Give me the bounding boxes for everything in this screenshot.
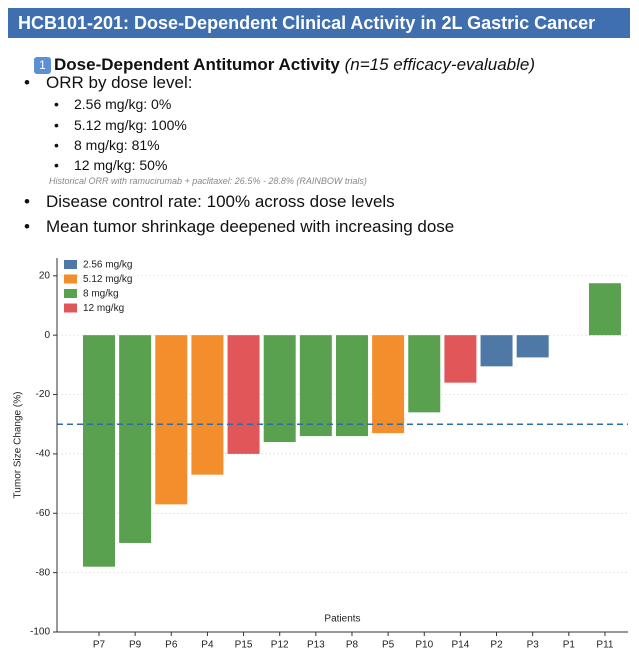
sub-bullet: 12 mg/kg: 50%	[54, 157, 167, 173]
bar	[480, 335, 513, 367]
bullet-text: Mean tumor shrinkage deepened with incre…	[46, 217, 455, 236]
sub-bullet: 5.12 mg/kg: 100%	[54, 117, 187, 133]
y-tick-label: 20	[39, 270, 51, 281]
bar	[227, 335, 260, 454]
bullet: ORR by dose level:	[24, 73, 192, 93]
y-tick-label: 0	[44, 330, 50, 341]
bar	[516, 335, 549, 358]
legend-label: 8 mg/kg	[83, 289, 119, 300]
bullet: Mean tumor shrinkage deepened with incre…	[24, 217, 454, 237]
bar	[588, 283, 621, 336]
legend-swatch	[64, 303, 77, 313]
bar	[191, 335, 224, 475]
sub-bullet-text: 5.12 mg/kg: 100%	[74, 117, 187, 133]
bar	[372, 335, 405, 434]
legend-label: 12 mg/kg	[83, 303, 124, 314]
x-axis-label: Patients	[324, 614, 360, 625]
x-tick-label: P2	[490, 640, 503, 651]
bar	[83, 335, 115, 567]
bar	[408, 335, 441, 413]
x-tick-label: P13	[307, 640, 325, 651]
bar	[155, 335, 188, 505]
legend-label: 5.12 mg/kg	[83, 274, 132, 285]
y-tick-label: -60	[36, 508, 51, 519]
sub-bullet-text: 8 mg/kg: 81%	[74, 137, 160, 153]
bar	[263, 335, 296, 443]
x-tick-label: P7	[93, 640, 106, 651]
chart: -100 -80 -60 -40 -20 0 20 P7 P9 P6 P4 P15 P12 P13 P8 P5…	[13, 258, 628, 651]
bullet-text: Disease control rate: 100% across dose l…	[46, 192, 395, 211]
x-tick-label: P5	[382, 640, 395, 651]
bar	[119, 335, 152, 543]
section-subtitle: (n=15 efficacy-evaluable)	[344, 55, 536, 74]
bar	[444, 335, 477, 383]
bullet: Disease control rate: 100% across dose l…	[24, 192, 395, 212]
y-tick-label: -40	[36, 449, 51, 460]
x-tick-label: P14	[452, 640, 470, 651]
sub-bullet: 2.56 mg/kg: 0%	[54, 96, 171, 112]
section-heading: 1 Dose-Dependent Antitumor Activity (n=15…	[34, 55, 535, 75]
section-title: Dose-Dependent Antitumor Activity	[54, 55, 340, 74]
y-tick-label: -20	[36, 389, 51, 400]
sub-bullet-text: 2.56 mg/kg: 0%	[74, 96, 172, 112]
x-tick-label: P15	[235, 640, 253, 651]
section-number: 1	[34, 57, 51, 74]
x-tick-label: P1	[563, 640, 576, 651]
y-tick-label: -80	[36, 567, 51, 578]
x-tick-label: P12	[271, 640, 289, 651]
x-tick-label: P9	[129, 640, 142, 651]
x-tick-label: P4	[201, 640, 214, 651]
x-tick-label: P3	[527, 640, 540, 651]
sub-bullet: 8 mg/kg: 81%	[54, 137, 160, 153]
banner: HCB101-201: Dose-Dependent Clinical Acti…	[8, 8, 630, 38]
bullet-text: ORR by dose level:	[46, 73, 193, 92]
x-tick-label: P6	[165, 640, 178, 651]
x-tick-label: P8	[346, 640, 359, 651]
bar	[335, 335, 368, 437]
sub-bullet-text: 12 mg/kg: 50%	[74, 157, 168, 173]
bar	[299, 335, 332, 437]
y-tick-label: -100	[30, 627, 50, 638]
legend-swatch	[64, 274, 77, 284]
y-axis-label: Tumor Size Change (%)	[13, 392, 24, 499]
x-tick-label: P11	[596, 640, 613, 651]
legend-swatch	[64, 289, 77, 298]
legend-label: 2.56 mg/kg	[83, 260, 132, 271]
note: Historical ORR with ramucirumab + paclit…	[49, 176, 367, 186]
legend-swatch	[64, 260, 77, 269]
x-tick-label: P10	[415, 640, 433, 651]
